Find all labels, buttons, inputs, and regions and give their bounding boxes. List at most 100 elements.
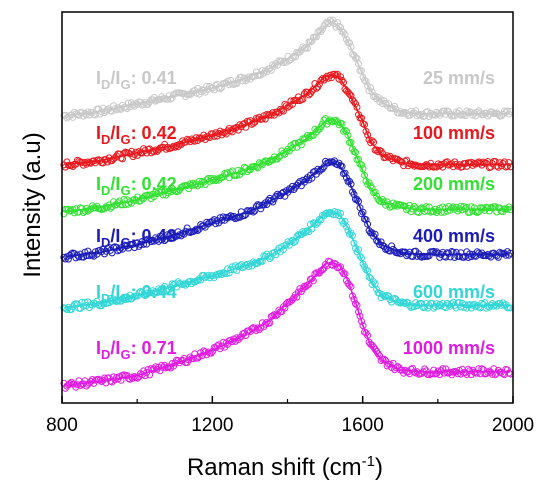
data-point xyxy=(319,120,326,128)
data-point xyxy=(386,360,394,368)
data-point xyxy=(146,236,154,244)
data-point xyxy=(374,148,382,156)
data-point xyxy=(311,219,319,227)
ratio-label: ID/IG: 0.71 xyxy=(96,338,177,362)
data-point xyxy=(443,207,451,215)
data-point xyxy=(135,289,143,297)
data-point xyxy=(140,100,148,108)
data-point xyxy=(362,77,370,85)
data-point xyxy=(482,252,490,260)
y-axis-title: Intensity (a.u) xyxy=(19,132,46,277)
data-point xyxy=(341,169,349,177)
data-point xyxy=(373,192,381,200)
ratio-label: ID/IG: 0.42 xyxy=(96,123,177,147)
data-point xyxy=(263,318,271,326)
data-point xyxy=(377,96,385,104)
series-labels: ID/IG: 0.41 25 mm/s ID/IG: 0.42 100 mm/s ID/… xyxy=(96,68,495,362)
data-point xyxy=(421,303,429,311)
data-point xyxy=(358,317,365,325)
data-point xyxy=(367,139,375,147)
data-point xyxy=(125,295,132,303)
data-point xyxy=(270,311,278,319)
data-point xyxy=(406,302,414,310)
series-1 xyxy=(60,16,514,122)
data-point xyxy=(234,166,242,174)
data-point xyxy=(347,138,355,146)
speed-label: 600 mm/s xyxy=(413,282,495,302)
data-point xyxy=(472,303,480,311)
data-point xyxy=(473,369,481,377)
data-point xyxy=(364,131,372,139)
ratio-label: ID/IG: 0.41 xyxy=(96,68,177,92)
data-point xyxy=(315,80,323,88)
speed-label: 200 mm/s xyxy=(413,174,495,194)
ratio-label: ID/IG: 0.43 xyxy=(96,226,177,250)
data-point xyxy=(344,131,352,139)
data-point xyxy=(365,273,373,281)
data-point xyxy=(448,204,456,212)
x-tick-label: 1600 xyxy=(342,415,384,436)
x-tick-label: 800 xyxy=(46,415,78,436)
data-point xyxy=(346,281,353,289)
series-line xyxy=(65,161,510,258)
data-point xyxy=(248,206,256,214)
x-axis-title: Raman shift (cm-1) xyxy=(187,453,383,481)
speed-label: 100 mm/s xyxy=(413,123,495,143)
data-point xyxy=(334,161,341,169)
series-line xyxy=(65,210,510,308)
data-point xyxy=(503,162,511,170)
data-point xyxy=(466,367,474,375)
data-point xyxy=(303,281,311,289)
data-point xyxy=(505,369,513,377)
x-tick-label: 1200 xyxy=(191,415,233,436)
data-point xyxy=(505,159,513,167)
data-point xyxy=(356,252,364,260)
axes: 800 1200 1600 2000 xyxy=(46,396,534,436)
ratio-label: ID/IG: 0.42 xyxy=(96,174,177,198)
data-point xyxy=(340,79,347,86)
data-point xyxy=(95,301,102,309)
data-point xyxy=(382,100,390,107)
data-point xyxy=(478,299,486,307)
ratio-label: ID/IG: 0.44 xyxy=(96,282,177,306)
data-point xyxy=(421,162,429,170)
data-point xyxy=(319,25,326,33)
data-point xyxy=(113,298,120,305)
data-point xyxy=(337,263,344,271)
series-4 xyxy=(60,157,514,263)
data-point xyxy=(116,246,123,254)
series-5 xyxy=(60,208,514,314)
data-point xyxy=(364,220,372,228)
data-point xyxy=(192,89,200,97)
data-point xyxy=(335,22,343,30)
data-point xyxy=(353,196,361,203)
data-point xyxy=(164,95,172,103)
x-tick-label: 2000 xyxy=(492,415,534,436)
plot-area xyxy=(60,16,514,392)
data-point xyxy=(338,76,346,84)
data-point xyxy=(355,308,362,316)
data-point xyxy=(496,248,504,256)
data-point xyxy=(346,90,353,98)
speed-label: 400 mm/s xyxy=(413,226,495,246)
data-point xyxy=(66,380,74,388)
data-point xyxy=(496,159,504,167)
data-point xyxy=(117,376,125,384)
data-point xyxy=(164,231,172,239)
data-point xyxy=(359,322,367,330)
data-point xyxy=(341,126,349,134)
data-point xyxy=(355,60,362,68)
speed-label: 1000 mm/s xyxy=(403,338,495,358)
data-point xyxy=(303,227,311,235)
data-point xyxy=(294,288,302,296)
data-point xyxy=(67,161,75,169)
data-point xyxy=(296,48,304,56)
data-point xyxy=(85,252,93,260)
data-point xyxy=(246,207,254,215)
data-point xyxy=(81,248,89,256)
speed-label: 25 mm/s xyxy=(423,68,495,88)
data-point xyxy=(454,162,462,170)
data-point xyxy=(362,266,370,274)
data-point xyxy=(371,188,379,196)
